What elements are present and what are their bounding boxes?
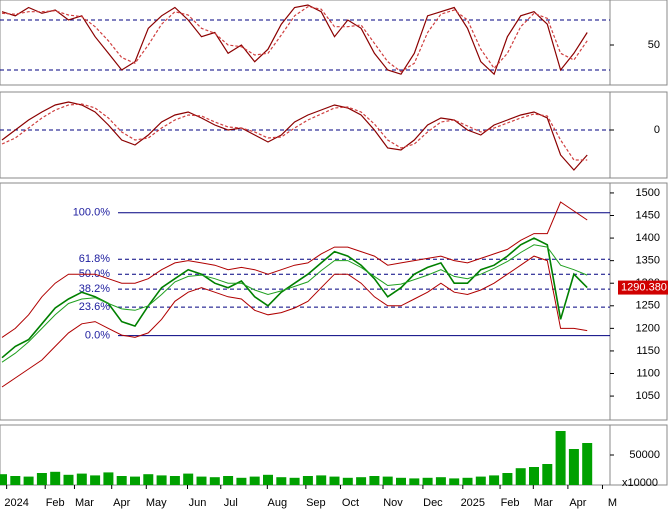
volume-bar	[568, 449, 579, 485]
volume-bar	[169, 476, 180, 485]
series-line	[1, 6, 588, 73]
volume-bar	[236, 477, 247, 485]
y-tick-label: 1500	[636, 187, 660, 199]
panel-frame	[0, 91, 668, 179]
series-line	[1, 201, 588, 338]
volume-bar	[0, 474, 7, 485]
volume-bar	[63, 474, 74, 485]
multiplier-label: x10000	[622, 477, 658, 489]
x-tick-label: Jun	[189, 497, 207, 509]
x-tick-label: Nov	[383, 497, 403, 509]
volume-bar	[10, 476, 21, 485]
x-tick-label: 2024	[4, 497, 28, 509]
volume-bar	[116, 476, 127, 485]
series-line	[1, 101, 588, 171]
x-tick-label: Sep	[306, 497, 326, 509]
volume-bar	[196, 476, 207, 485]
volume-bar	[90, 475, 101, 485]
fib-label: 100.0%	[73, 207, 111, 219]
x-tick-label: Feb	[46, 497, 65, 509]
x-tick-label: Feb	[501, 497, 520, 509]
volume-bar	[36, 473, 47, 485]
volume-bar	[382, 476, 393, 485]
y-tick-label: 1400	[636, 232, 660, 244]
fib-label: 38.2%	[79, 283, 110, 295]
x-tick-label: Mar	[75, 497, 94, 509]
volume-bar	[502, 473, 513, 485]
y-tick-label: 1250	[636, 300, 660, 312]
x-tick-label: Jul	[224, 497, 238, 509]
volume-bar	[103, 472, 114, 485]
volume-bar	[316, 475, 327, 485]
x-tick-label: Aug	[268, 497, 288, 509]
volume-bar	[276, 477, 287, 485]
volume-bar	[475, 476, 486, 485]
x-tick-label: Oct	[342, 497, 359, 509]
series-line	[1, 244, 588, 363]
volume-bar	[143, 474, 154, 485]
fib-label: 0.0%	[85, 329, 110, 341]
y-tick-label: 1350	[636, 255, 660, 267]
y-tick-label: 1100	[636, 367, 660, 379]
x-tick-label: Mar	[534, 497, 553, 509]
volume-bar	[302, 476, 313, 485]
volume-bar	[582, 443, 593, 485]
last-price-label: 1290.380	[621, 281, 667, 293]
series-line	[1, 237, 588, 359]
last-price-box	[618, 280, 668, 295]
fib-label: 61.8%	[79, 253, 110, 265]
volume-bar	[23, 476, 34, 485]
panel-frame	[0, 182, 668, 421]
volume-bar	[50, 471, 61, 485]
volume-bar	[342, 477, 353, 485]
volume-bar	[289, 477, 300, 485]
volume-bar	[435, 477, 446, 485]
volume-bar	[396, 477, 406, 485]
volume-bar	[249, 476, 260, 485]
x-tick-label: M	[608, 497, 617, 509]
volume-bar	[529, 467, 539, 485]
y-tick-label: 1450	[636, 209, 660, 221]
x-tick-label: Dec	[423, 497, 443, 509]
y-tick-label: 50000	[629, 449, 660, 461]
volume-bar	[515, 468, 526, 485]
y-tick-label: 1150	[636, 345, 660, 357]
y-tick-label: 50	[648, 39, 660, 51]
volume-bar	[489, 475, 500, 485]
volume-bar	[369, 476, 380, 485]
volume-bar	[263, 474, 273, 485]
series-line	[1, 255, 588, 388]
volume-bar	[130, 476, 140, 485]
volume-bar	[329, 476, 340, 485]
volume-bar	[449, 478, 460, 485]
volume-bar	[223, 476, 234, 485]
volume-bar	[462, 477, 473, 485]
volume-bar	[76, 473, 87, 485]
volume-bar	[409, 478, 420, 485]
x-tick-label: Apr	[113, 497, 130, 509]
volume-bar	[183, 473, 194, 485]
volume-bar	[422, 477, 433, 485]
y-tick-label: 1050	[636, 390, 660, 402]
volume-bar	[555, 431, 566, 485]
series-line	[1, 103, 588, 161]
volume-bar	[542, 464, 553, 485]
series-line	[1, 4, 588, 76]
panel-frame	[0, 0, 668, 86]
fib-label: 23.6%	[79, 301, 110, 313]
x-tick-label: 2025	[461, 497, 485, 509]
y-tick-label: 1200	[636, 322, 660, 334]
volume-bar	[356, 477, 367, 485]
x-tick-label: May	[146, 497, 167, 509]
volume-bar	[209, 477, 220, 485]
volume-bar	[156, 475, 167, 485]
x-tick-label: Apr	[569, 497, 586, 509]
y-tick-label: 0	[654, 124, 660, 136]
